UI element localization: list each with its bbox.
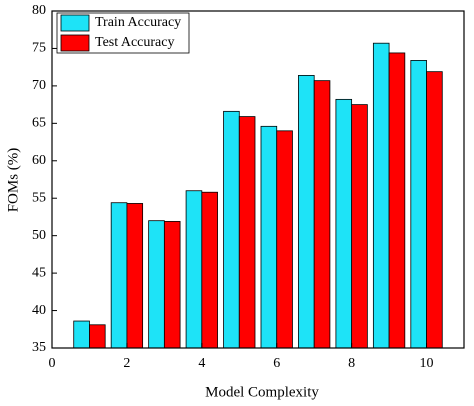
bar bbox=[426, 71, 443, 349]
bar bbox=[351, 104, 368, 349]
y-tick-label: 70 bbox=[32, 78, 46, 93]
y-tick-label: 75 bbox=[32, 41, 46, 56]
bar bbox=[110, 202, 128, 349]
legend-swatch bbox=[60, 14, 90, 32]
y-tick-label: 60 bbox=[32, 153, 46, 168]
y-tick-label: 40 bbox=[32, 303, 46, 318]
bar bbox=[388, 52, 406, 349]
bar bbox=[335, 98, 353, 349]
y-tick-label: 80 bbox=[32, 3, 46, 18]
bar bbox=[148, 220, 165, 349]
legend-swatch bbox=[60, 34, 90, 52]
x-tick-label: 6 bbox=[273, 356, 280, 371]
x-tick-label: 10 bbox=[420, 356, 434, 371]
legend-label: Test Accuracy bbox=[95, 35, 174, 50]
x-tick-label: 0 bbox=[49, 356, 56, 371]
bar bbox=[313, 80, 331, 349]
bar bbox=[163, 221, 181, 349]
bar bbox=[126, 203, 144, 349]
bar bbox=[276, 130, 293, 349]
bar bbox=[185, 190, 203, 349]
x-axis-title: Model Complexity bbox=[205, 384, 319, 400]
legend-label: Train Accuracy bbox=[95, 15, 181, 30]
bar bbox=[372, 42, 390, 349]
bar bbox=[410, 60, 427, 349]
bar bbox=[73, 320, 90, 349]
y-tick-label: 65 bbox=[32, 116, 46, 131]
bar bbox=[238, 116, 256, 349]
x-tick-label: 2 bbox=[123, 356, 130, 371]
y-tick-label: 55 bbox=[32, 190, 46, 205]
x-tick-label: 8 bbox=[348, 356, 355, 371]
bar bbox=[260, 125, 278, 349]
x-tick-label: 4 bbox=[198, 356, 205, 371]
bar bbox=[223, 110, 240, 349]
y-tick-label: 45 bbox=[32, 265, 46, 280]
plot-frame bbox=[51, 10, 465, 349]
y-tick-label: 50 bbox=[32, 228, 46, 243]
bar bbox=[298, 75, 315, 349]
y-axis-title: FOMs (%) bbox=[5, 148, 21, 213]
bar bbox=[201, 191, 218, 349]
y-tick-label: 35 bbox=[32, 340, 46, 355]
bar bbox=[89, 324, 106, 349]
